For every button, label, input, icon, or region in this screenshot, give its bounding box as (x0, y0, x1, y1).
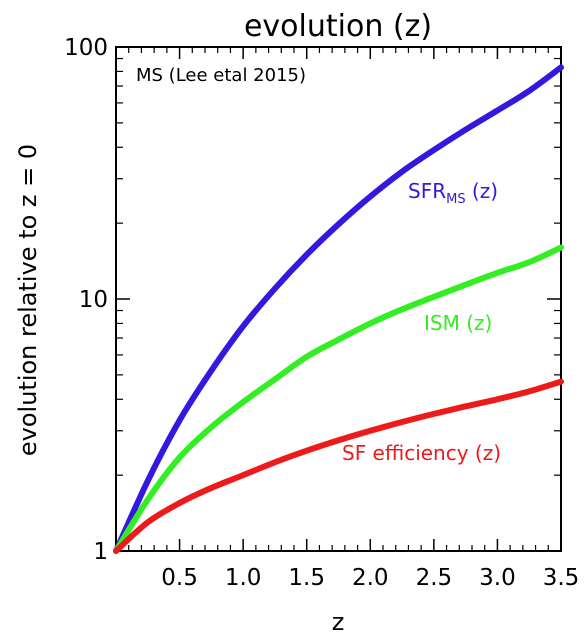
chart-annotation: MS (Lee etal 2015) (136, 65, 306, 86)
tick-labels: 0.5 1.0 1.5 2.0 2.5 3.0 3.5 1 10 100 (64, 35, 579, 591)
x-tick-label: 3.0 (479, 565, 516, 591)
y-tick-label: 1 (93, 539, 108, 565)
series-line-1 (113, 244, 564, 554)
y-tick-label: 100 (64, 35, 108, 61)
y-axis-label: evolution relative to z = 0 (14, 144, 42, 456)
series-label-sfr-suffix: (z) (466, 179, 498, 203)
x-tick-label: 1.0 (225, 565, 262, 591)
series-lines (113, 64, 564, 554)
y-tick-label: 10 (79, 287, 108, 313)
plot-frame (115, 46, 562, 552)
series-line-2 (113, 378, 564, 554)
x-tick-label: 1.5 (288, 565, 325, 591)
series-label-sfr-sub: MS (446, 192, 465, 207)
series-line-0 (113, 64, 564, 554)
series-label-sf-efficiency: SF efficiency (z) (342, 441, 501, 465)
axis-ticks (116, 46, 562, 552)
x-tick-label: 3.5 (543, 565, 580, 591)
x-tick-label: 2.0 (352, 565, 389, 591)
series-label-ism: ISM (z) (424, 311, 492, 335)
series-label-sfr: SFRMS (z) (408, 179, 498, 207)
x-tick-label: 2.5 (416, 565, 453, 591)
x-axis-label: z (332, 608, 345, 636)
chart-title: evolution (z) (244, 9, 432, 44)
series-label-sfr-name: SFR (408, 179, 446, 203)
x-tick-label: 0.5 (161, 565, 198, 591)
